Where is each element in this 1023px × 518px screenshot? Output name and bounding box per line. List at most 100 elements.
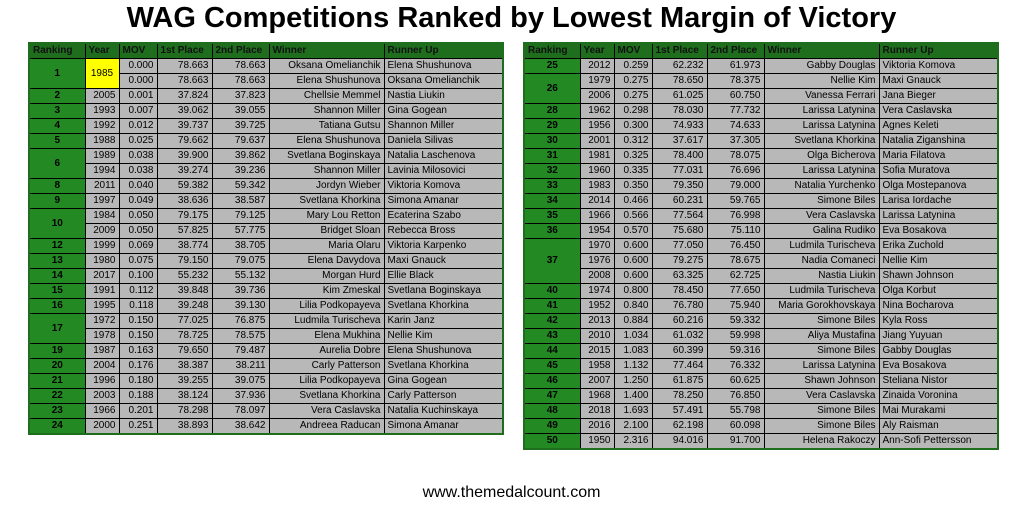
number-cell: 1980 xyxy=(84,253,120,269)
number-cell: 2004 xyxy=(84,358,120,374)
number-cell: Shannon Miller xyxy=(268,103,385,119)
number-cell: 59.342 xyxy=(211,178,270,194)
name-cell: Maria Filatova xyxy=(878,148,999,164)
number-cell: 78.663 xyxy=(156,58,213,74)
rank-cell: 31 xyxy=(523,148,581,164)
number-cell: Helena Rakoczy xyxy=(763,433,880,450)
header-row: Ranking Year MOV 1st Place 2nd Place Winner Ru… xyxy=(523,42,999,59)
data-row: 1994 0.038 39.274 39.236 Shannon Miller Lavin… xyxy=(29,163,504,179)
number-cell: 37.936 xyxy=(211,388,270,404)
number-cell: 1970 xyxy=(579,238,615,254)
rank-cell: 36 xyxy=(523,223,581,239)
rank-cell: 12 xyxy=(28,238,86,254)
name-cell: Jana Bieger xyxy=(878,88,999,104)
number-cell: Kim Zmeskal xyxy=(268,283,385,299)
number-cell: 39.248 xyxy=(156,298,213,314)
number-cell: 39.736 xyxy=(211,283,270,299)
name-cell: Natalia Laschenova xyxy=(383,148,504,164)
number-cell: Ludmila Turischeva xyxy=(763,238,880,254)
data-row: 41 1952 0.840 76.780 75.940 Maria Gorokhovska… xyxy=(523,298,999,314)
number-cell: 2005 xyxy=(84,88,120,104)
name-cell: Daniela Silivas xyxy=(383,133,504,149)
name-cell: Eva Bosakova xyxy=(878,358,999,374)
name-cell: Carly Patterson xyxy=(383,388,504,404)
number-cell: 1983 xyxy=(579,178,615,194)
number-cell: Galina Rudiko xyxy=(763,223,880,239)
name-cell: Simona Amanar xyxy=(383,193,504,209)
number-cell: Lilia Podkopayeva xyxy=(268,298,385,314)
data-row: 50 1950 2.316 94.016 91.700 Helena Rakoczy Ann… xyxy=(523,433,999,450)
number-cell: 78.575 xyxy=(211,328,270,344)
data-row: 47 1968 1.400 78.250 76.850 Vera Caslavska Zin… xyxy=(523,388,999,404)
name-cell: Lavinia Milosovici xyxy=(383,163,504,179)
number-cell: 1993 xyxy=(84,103,120,119)
name-cell: Shannon Miller xyxy=(383,118,504,134)
number-cell: 1994 xyxy=(84,163,120,179)
number-cell: 1984 xyxy=(84,208,120,224)
data-row: 8 2011 0.040 59.382 59.342 Jordyn Wieber Vikto… xyxy=(28,178,504,194)
data-row: 3 1993 0.007 39.062 39.055 Shannon Miller Gina… xyxy=(28,103,504,119)
number-cell: Vera Caslavska xyxy=(763,388,880,404)
number-cell: 77.050 xyxy=(651,238,708,254)
number-cell: 60.399 xyxy=(651,343,708,359)
number-cell: 0.000 xyxy=(118,73,158,89)
number-cell: 0.300 xyxy=(613,118,653,134)
number-cell: 78.375 xyxy=(706,73,765,89)
name-cell: Larissa Latynina xyxy=(878,208,999,224)
number-cell: Larissa Latynina xyxy=(763,163,880,179)
number-cell: 59.765 xyxy=(706,193,765,209)
number-cell: 2.316 xyxy=(613,433,653,450)
number-cell: 59.998 xyxy=(706,328,765,344)
number-cell: Carly Patterson xyxy=(268,358,385,374)
number-cell: 1.693 xyxy=(613,403,653,419)
number-cell: 1979 xyxy=(579,73,615,89)
data-row: 24 2000 0.251 38.893 38.642 Andreea Raducan Si… xyxy=(28,418,504,435)
data-row: 1978 0.150 78.725 78.575 Elena Mukhina Nellie… xyxy=(29,328,504,344)
number-cell: 0.150 xyxy=(118,328,158,344)
number-cell: 2007 xyxy=(579,373,615,389)
number-cell: 2018 xyxy=(579,403,615,419)
number-cell: 1952 xyxy=(579,298,615,314)
rank-cell: 24 xyxy=(28,418,86,435)
number-cell: 78.725 xyxy=(156,328,213,344)
rank-cell: 43 xyxy=(523,328,581,344)
number-cell: 2013 xyxy=(579,313,615,329)
number-cell: 78.663 xyxy=(156,73,213,89)
number-cell: Bridget Sloan xyxy=(268,223,385,239)
rank-cell: 20 xyxy=(28,358,86,374)
rank-cell: 6 xyxy=(28,148,86,179)
number-cell: 39.055 xyxy=(211,103,270,119)
data-row: 10 1984 0.050 79.175 79.125 Mary Lou Retton Ec… xyxy=(28,208,504,239)
data-row: 43 2010 1.034 61.032 59.998 Aliya Mustafina Ji… xyxy=(523,328,999,344)
number-cell: 1.034 xyxy=(613,328,653,344)
name-cell: Nastia Liukin xyxy=(383,88,504,104)
number-cell: 39.725 xyxy=(211,118,270,134)
number-cell: 79.075 xyxy=(211,253,270,269)
number-cell: 79.150 xyxy=(156,253,213,269)
number-cell: 0.012 xyxy=(118,118,158,134)
number-cell: Simone Biles xyxy=(763,418,880,434)
number-cell: 0.100 xyxy=(118,268,158,284)
rank-cell: 35 xyxy=(523,208,581,224)
data-row: 34 2014 0.466 60.231 59.765 Simone Biles Laris… xyxy=(523,193,999,209)
number-cell: 79.350 xyxy=(651,178,708,194)
name-cell: Larisa Iordache xyxy=(878,193,999,209)
number-cell: 57.825 xyxy=(156,223,213,239)
header-cell: Winner xyxy=(268,42,385,59)
data-row: 2006 0.275 61.025 60.750 Vanessa Ferrari Jana… xyxy=(524,88,999,104)
number-cell: 0.335 xyxy=(613,163,653,179)
rank-cell: 22 xyxy=(28,388,86,404)
number-cell: 39.862 xyxy=(211,148,270,164)
header-cell: Runner Up xyxy=(383,42,504,59)
number-cell: 79.175 xyxy=(156,208,213,224)
rank-cell: 34 xyxy=(523,193,581,209)
data-row: 15 1991 0.112 39.848 39.736 Kim Zmeskal Svetla… xyxy=(28,283,504,299)
number-cell: 61.032 xyxy=(651,328,708,344)
name-cell: Steliana Nistor xyxy=(878,373,999,389)
number-cell: 0.038 xyxy=(118,148,158,164)
name-cell: Sofia Muratova xyxy=(878,163,999,179)
number-cell: 0.049 xyxy=(118,193,158,209)
number-cell: 79.650 xyxy=(156,343,213,359)
number-cell: 77.031 xyxy=(651,163,708,179)
data-row: 49 2016 2.100 62.198 60.098 Simone Biles Aly R… xyxy=(523,418,999,434)
